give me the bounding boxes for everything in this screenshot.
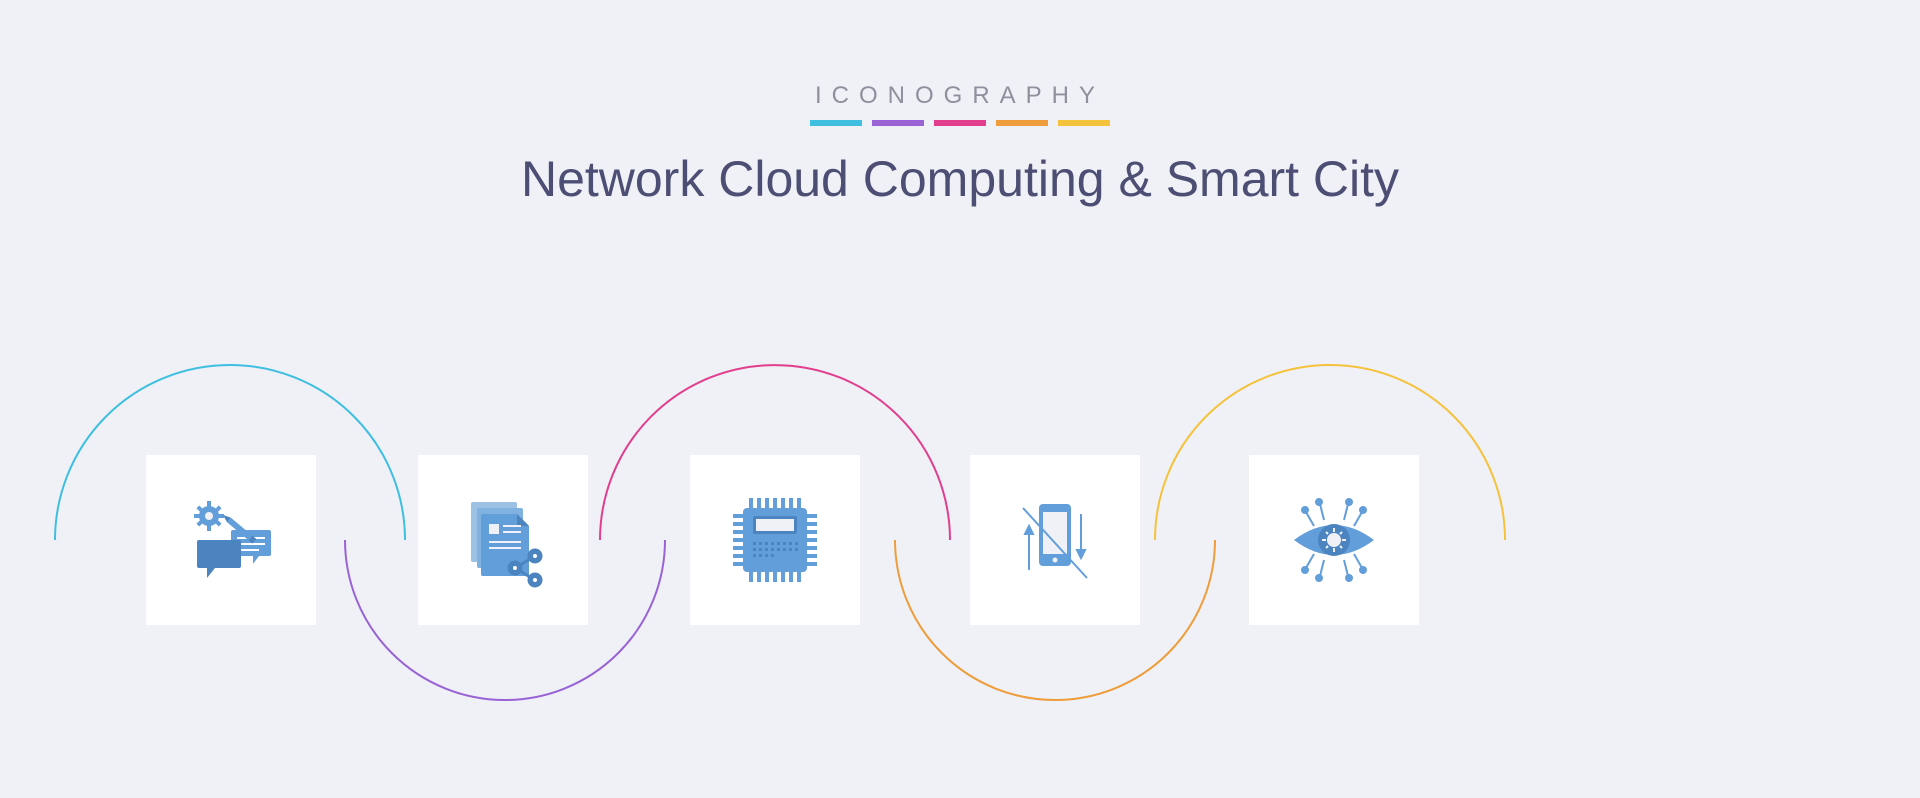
processor-chip-icon xyxy=(725,490,825,590)
icon-tile xyxy=(1249,455,1419,625)
icon-tile xyxy=(418,455,588,625)
chat-settings-icon xyxy=(181,490,281,590)
page-title: Network Cloud Computing & Smart City xyxy=(521,150,1399,208)
header-label: ICONOGRAPHY xyxy=(521,82,1399,110)
bar-yellow xyxy=(1058,120,1110,126)
icon-tile xyxy=(146,455,316,625)
icon-tile xyxy=(970,455,1140,625)
bar-cyan xyxy=(810,120,862,126)
icon-tile xyxy=(690,455,860,625)
bar-orange xyxy=(996,120,1048,126)
document-share-icon xyxy=(453,490,553,590)
data-sync-icon xyxy=(1005,490,1105,590)
color-bars xyxy=(521,120,1399,126)
bar-magenta xyxy=(934,120,986,126)
digital-vision-icon xyxy=(1284,490,1384,590)
bar-purple xyxy=(872,120,924,126)
header: ICONOGRAPHY Network Cloud Computing & Sm… xyxy=(521,82,1399,208)
